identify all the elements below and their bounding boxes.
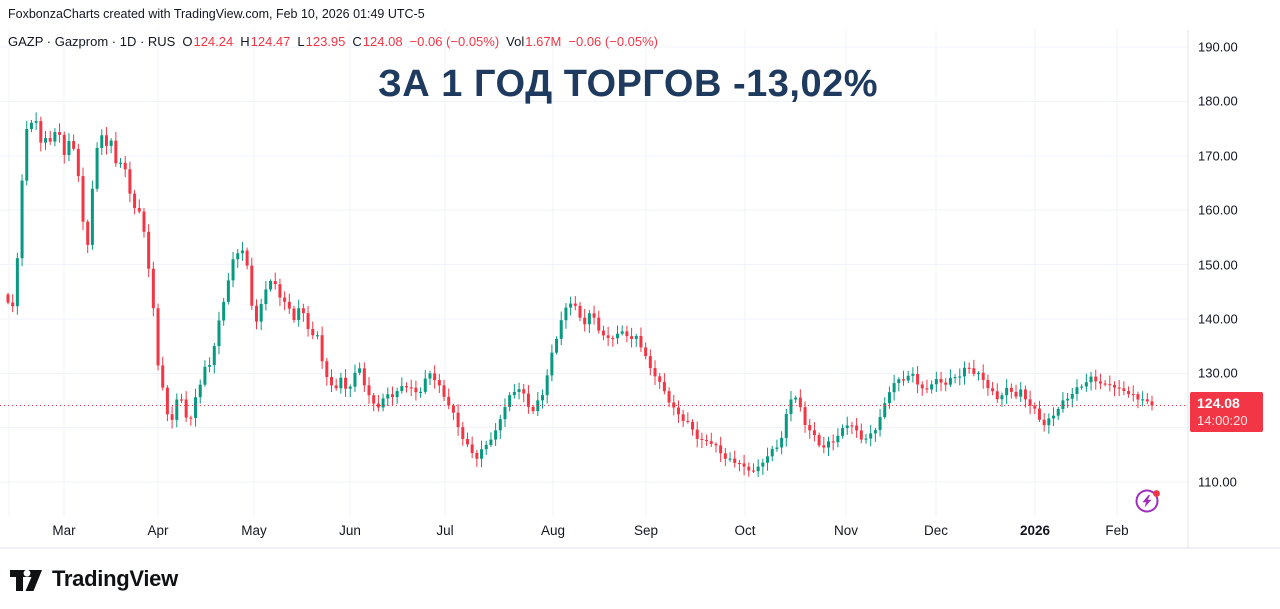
gridlines [0, 30, 1188, 517]
ohlc-item-c: C124.08 [352, 34, 403, 49]
candles [6, 112, 1154, 477]
countdown-timer: 14:00:20 [1197, 412, 1248, 428]
symbol-title[interactable]: GAZP · Gazprom · 1D · RUS [8, 34, 176, 49]
ohlc-item-o: O124.24 [182, 34, 234, 49]
tradingview-brand[interactable]: TradingView [52, 566, 178, 591]
volume-change-value: −0.06 (−0.05%) [568, 34, 659, 49]
change-value: −0.06 (−0.05%) [409, 34, 500, 49]
attribution-text: FoxbonzaCharts created with TradingView.… [8, 7, 425, 21]
ohlc-values: O124.24 H124.47 L123.95 C124.08 [182, 34, 402, 49]
volume-label: Vol [506, 34, 525, 49]
volume-group: Vol1.67M [506, 34, 561, 49]
chart-title: ЗА 1 ГОД ТОРГОВ -13,02% [377, 63, 879, 105]
tradingview-logo-icon[interactable] [10, 566, 43, 593]
ohlc-item-l: L123.95 [297, 34, 346, 49]
last-price-value: 124.08 [1197, 395, 1240, 412]
ohlc-item-h: H124.47 [240, 34, 291, 49]
flash-icon[interactable] [1133, 485, 1163, 515]
volume-value: 1.67M [525, 34, 562, 49]
footer: TradingView [0, 549, 1280, 609]
last-price-label: 124.08 14:00:20 [1190, 392, 1263, 433]
pane-borders [0, 30, 1280, 549]
symbol-legend[interactable]: GAZP · Gazprom · 1D · RUS O124.24 H124.47… [8, 34, 658, 49]
